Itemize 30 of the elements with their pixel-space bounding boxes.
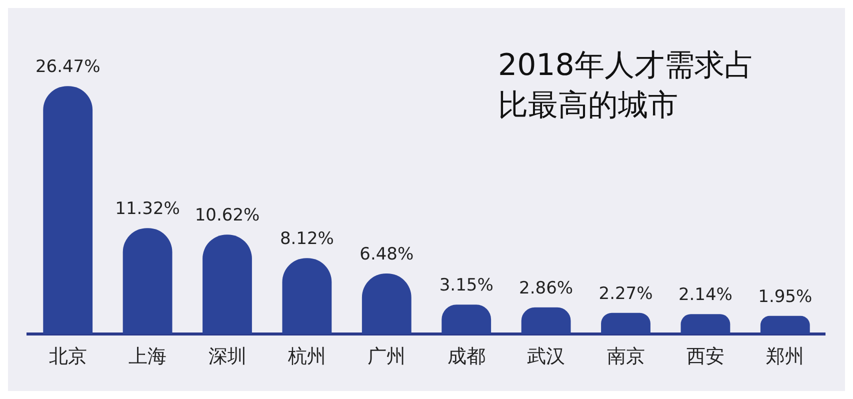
x-tick-label: 郑州 — [766, 346, 804, 368]
x-tick-label: 广州 — [368, 346, 406, 368]
x-tick-label: 北京 — [48, 346, 87, 368]
chart-title: 2018年人才需求占比最高的城市 — [498, 47, 756, 125]
x-tick-label: 成都 — [447, 346, 486, 368]
bar — [760, 316, 810, 334]
data-label: 6.48% — [360, 244, 414, 264]
data-label: 8.12% — [280, 229, 334, 250]
x-tick-label: 武汉 — [527, 346, 566, 368]
data-label: 3.15% — [439, 276, 494, 296]
data-label: 1.95% — [758, 286, 812, 307]
x-tick-label: 杭州 — [286, 346, 326, 368]
bar — [122, 228, 172, 334]
x-tick-label: 西安 — [686, 346, 724, 368]
x-tick-label: 上海 — [128, 346, 167, 368]
data-label: 11.32% — [115, 199, 180, 220]
bar — [43, 86, 93, 334]
bar — [601, 312, 650, 334]
bar — [521, 307, 571, 334]
bar — [442, 304, 492, 334]
bar — [282, 258, 332, 334]
x-tick-label: 深圳 — [208, 346, 246, 368]
data-label: 2.14% — [678, 285, 732, 306]
data-label: 2.27% — [598, 284, 653, 304]
x-tick-label: 南京 — [606, 346, 645, 368]
data-label: 26.47% — [35, 57, 100, 78]
bar — [680, 314, 730, 334]
data-label: 2.86% — [519, 278, 574, 298]
bar — [202, 234, 252, 334]
data-label: 10.62% — [194, 206, 260, 226]
